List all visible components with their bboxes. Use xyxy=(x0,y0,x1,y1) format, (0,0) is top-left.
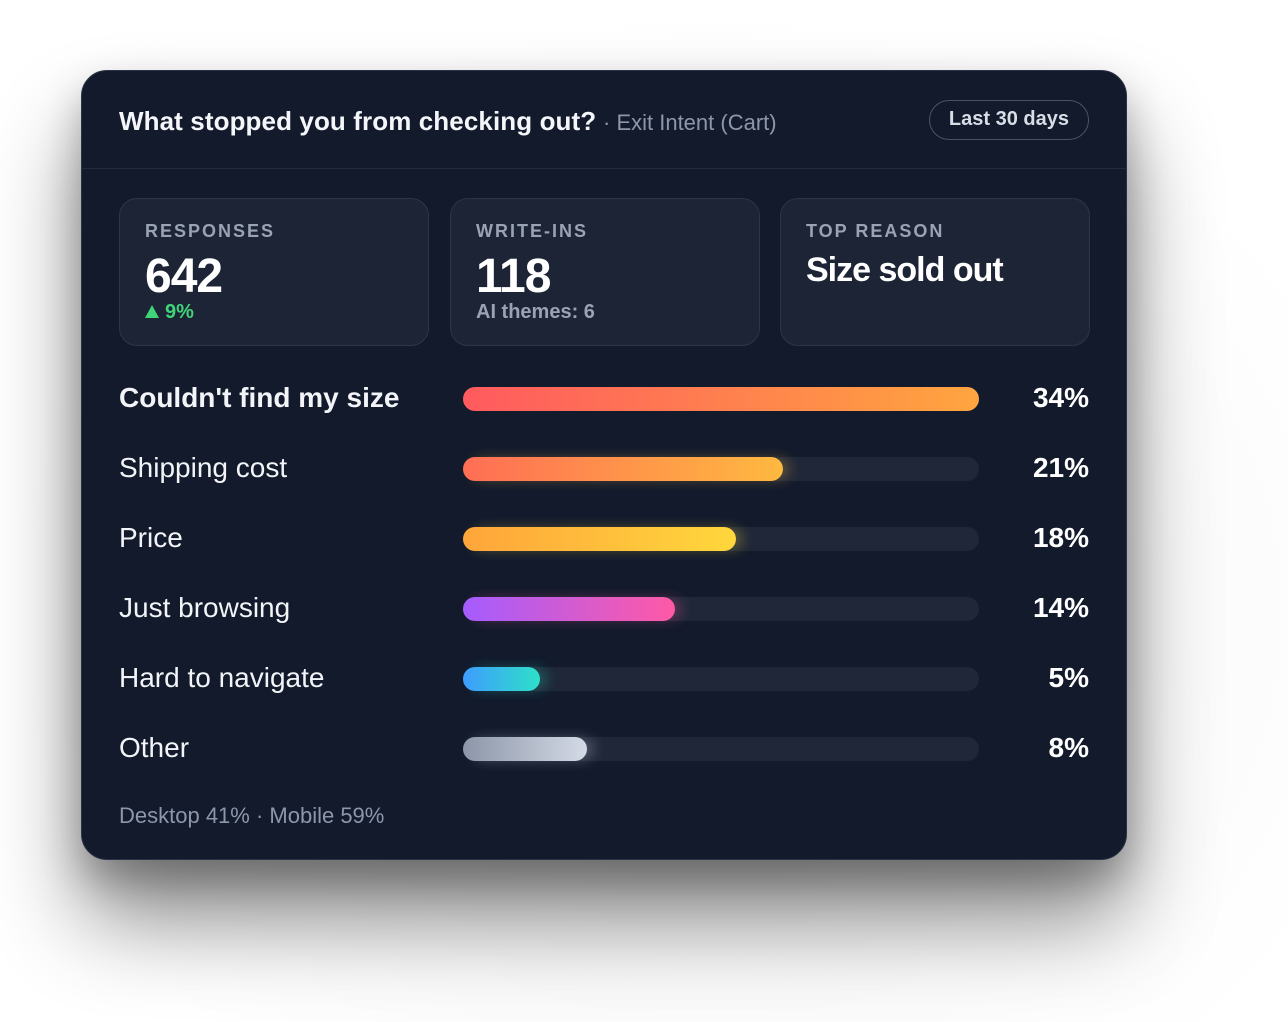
stat-subtext: AI themes: 6 xyxy=(476,301,595,323)
reason-row: Couldn't find my size 34% xyxy=(82,378,1126,418)
reason-bar-fill xyxy=(463,737,587,761)
reason-bar-fill xyxy=(463,527,736,551)
stat-delta: 9% xyxy=(145,301,194,324)
reason-bar-track xyxy=(463,597,979,621)
reason-bar-track xyxy=(463,387,979,411)
reason-label: Couldn't find my size xyxy=(119,382,400,413)
stat-card-responses: RESPONSES 642 9% xyxy=(119,198,429,346)
stat-label: TOP REASON xyxy=(806,221,945,241)
reason-row: Shipping cost 21% xyxy=(82,448,1126,488)
reason-label: Other xyxy=(119,732,190,763)
reason-label: Hard to navigate xyxy=(119,662,325,693)
reason-row: Price 18% xyxy=(82,518,1126,558)
reason-bar-fill xyxy=(463,457,783,481)
stat-value: Size sold out xyxy=(806,251,1004,289)
reason-label: Price xyxy=(119,522,183,553)
reason-percent: 8% xyxy=(1048,732,1089,763)
card-header: What stopped you from checking out? · Ex… xyxy=(82,71,1126,169)
reason-label: Just browsing xyxy=(119,592,291,623)
stat-value: 118 xyxy=(476,250,551,303)
survey-source-subtitle: · Exit Intent (Cart) xyxy=(603,110,777,135)
reason-bar-fill xyxy=(463,667,540,691)
reason-bar-track xyxy=(463,457,979,481)
stat-label: WRITE-INS xyxy=(476,221,588,241)
reason-percent: 5% xyxy=(1048,662,1089,693)
reason-row: Hard to navigate 5% xyxy=(82,658,1126,698)
reason-row: Just browsing 14% xyxy=(82,588,1126,628)
trend-up-icon xyxy=(145,305,159,318)
reason-percent: 21% xyxy=(1032,452,1089,483)
stat-delta-value: 9% xyxy=(165,301,194,323)
stat-value: 642 xyxy=(145,250,223,303)
reason-bar-track xyxy=(463,737,979,761)
device-breakdown: Desktop 41% · Mobile 59% xyxy=(119,803,385,828)
stat-card-write-ins: WRITE-INS 118 AI themes: 6 xyxy=(450,198,760,346)
reason-row: Other 8% xyxy=(82,728,1126,768)
reason-percent: 34% xyxy=(1032,382,1089,413)
reason-bar-fill xyxy=(463,387,979,411)
reason-label: Shipping cost xyxy=(119,452,288,483)
reason-bar-track xyxy=(463,527,979,551)
stat-card-top-reason: TOP REASON Size sold out xyxy=(780,198,1090,346)
survey-question-title: What stopped you from checking out? xyxy=(119,106,597,136)
stat-label: RESPONSES xyxy=(145,221,276,241)
survey-results-card: What stopped you from checking out? · Ex… xyxy=(81,70,1127,860)
date-range-button[interactable]: Last 30 days xyxy=(928,100,1089,140)
reason-percent: 18% xyxy=(1032,522,1089,553)
reason-bar-fill xyxy=(463,597,675,621)
reason-bar-track xyxy=(463,667,979,691)
reason-percent: 14% xyxy=(1032,592,1089,623)
